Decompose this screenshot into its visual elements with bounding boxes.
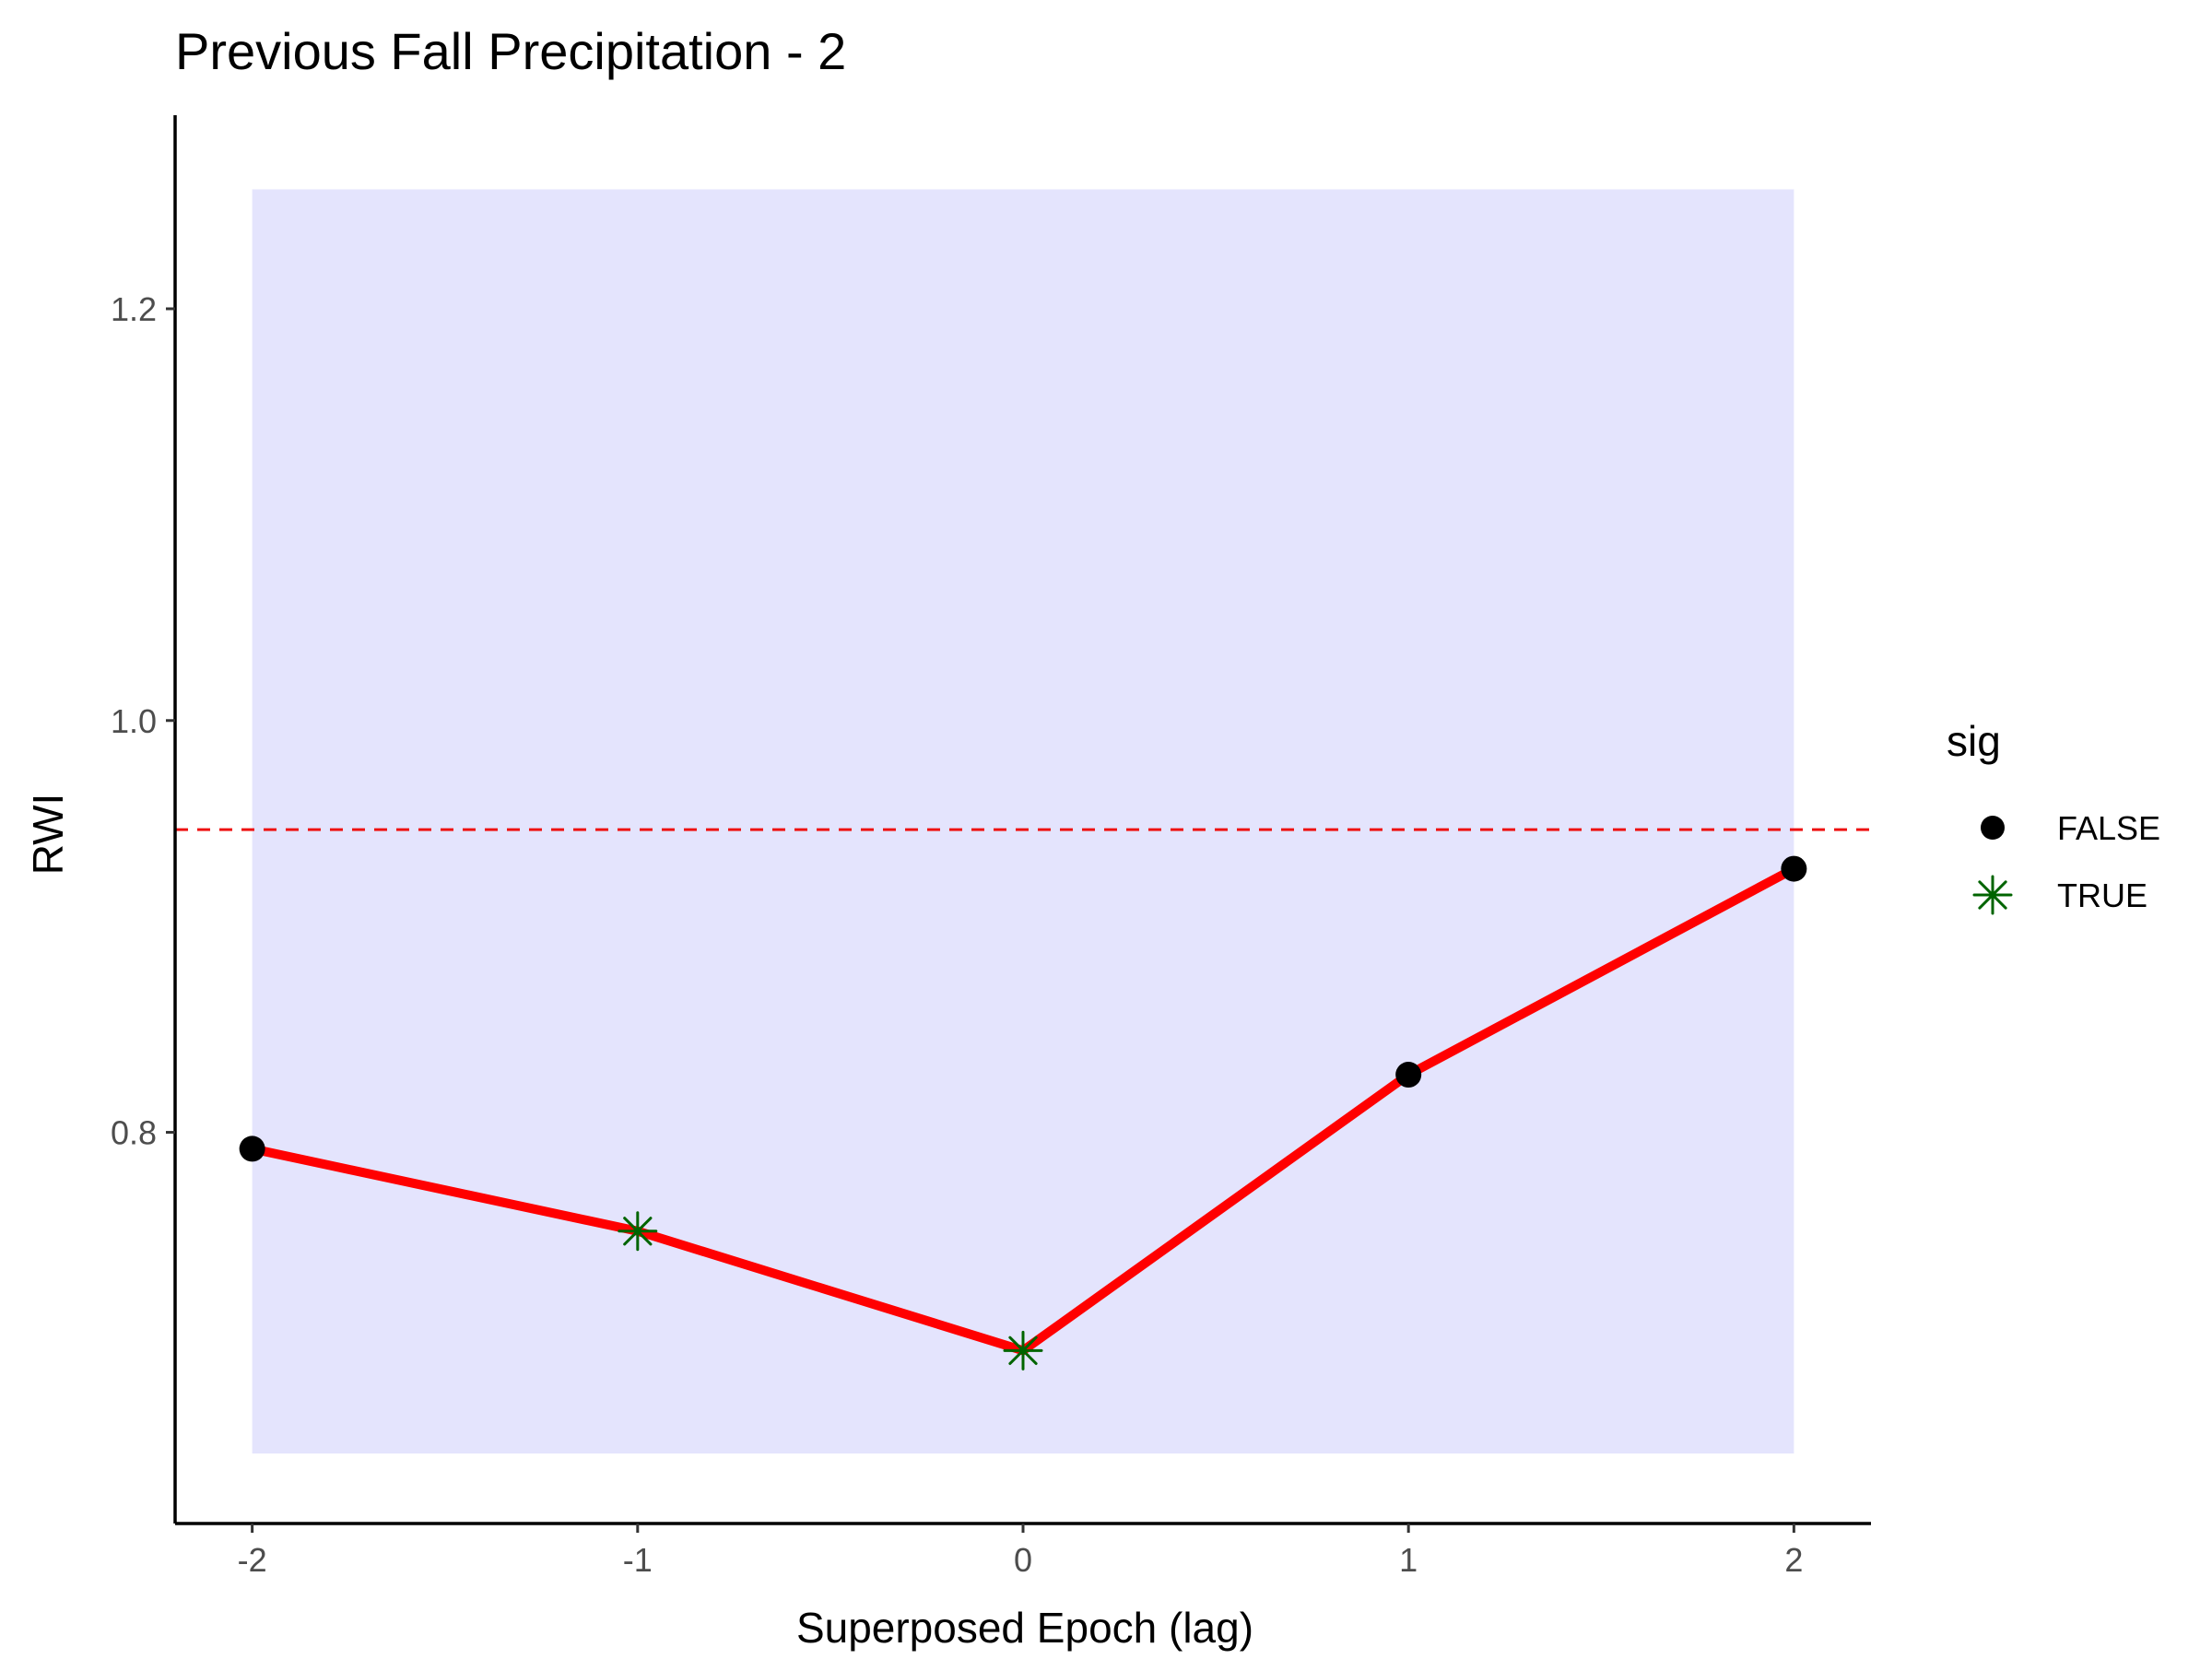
x-tick-label: 1 bbox=[1399, 1541, 1418, 1579]
x-tick-label: -1 bbox=[623, 1541, 653, 1579]
legend-label: TRUE bbox=[2057, 877, 2147, 914]
x-tick-label: 2 bbox=[1784, 1541, 1803, 1579]
axes: 0.8 1.0 1.2 -2 -1 0 1 2 bbox=[111, 115, 1871, 1579]
data-point-sig bbox=[618, 1211, 658, 1252]
data-point bbox=[1781, 855, 1807, 882]
x-tick-label: 0 bbox=[1014, 1541, 1032, 1579]
legend-entry: FALSE bbox=[1981, 809, 2160, 847]
data-point-sig bbox=[1003, 1330, 1043, 1371]
x-tick-label: -2 bbox=[238, 1541, 267, 1579]
legend: sig FALSE TRUE bbox=[1947, 717, 2160, 915]
y-tick-label: 0.8 bbox=[111, 1114, 157, 1152]
plot-area bbox=[175, 189, 1871, 1454]
legend-entry: TRUE bbox=[1972, 875, 2147, 915]
x-axis-title: Superposed Epoch (lag) bbox=[796, 1604, 1253, 1652]
data-point bbox=[1395, 1062, 1422, 1088]
y-axis-title: RWI bbox=[24, 794, 72, 876]
confidence-band bbox=[252, 189, 1794, 1454]
y-tick-label: 1.0 bbox=[111, 702, 157, 740]
data-point bbox=[239, 1135, 265, 1162]
legend-label: FALSE bbox=[2057, 809, 2160, 847]
legend-title: sig bbox=[1947, 717, 2001, 765]
y-tick-label: 1.2 bbox=[111, 290, 157, 328]
chart-title: Previous Fall Precipitation - 2 bbox=[175, 22, 846, 80]
legend-key-circle bbox=[1981, 816, 2005, 840]
legend-key-asterisk bbox=[1972, 875, 2013, 915]
